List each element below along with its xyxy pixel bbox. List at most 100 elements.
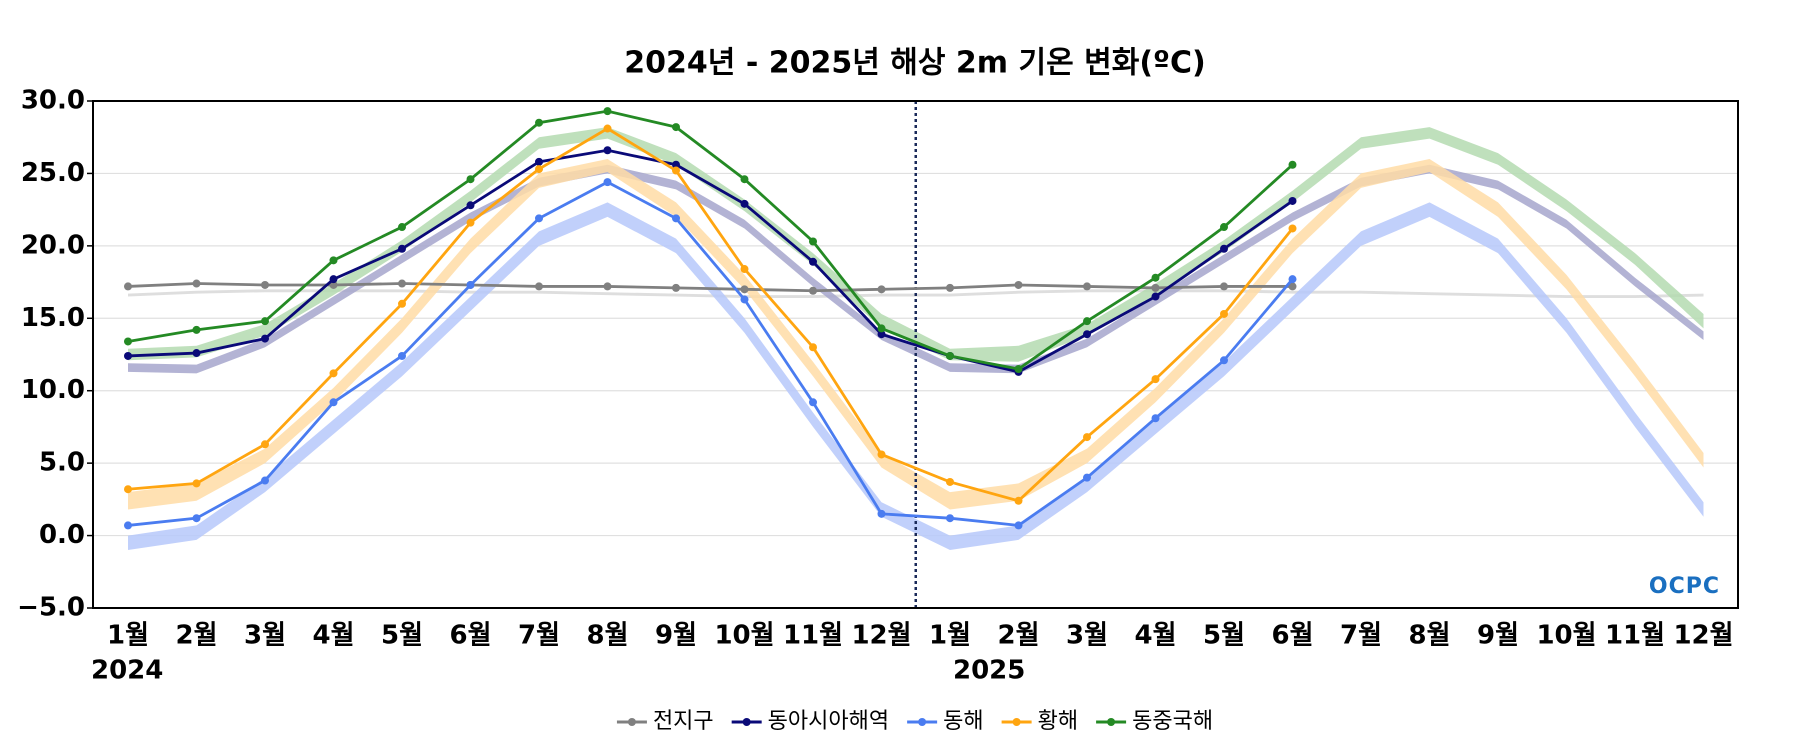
data-point	[329, 369, 338, 378]
data-point	[1288, 282, 1297, 291]
data-point	[946, 351, 954, 360]
data-point	[672, 283, 680, 292]
x-tick-label: 11월	[783, 621, 843, 651]
legend-label: 동중국해	[1132, 709, 1213, 734]
data-point	[740, 265, 749, 274]
data-point	[877, 324, 886, 333]
x-tick-label: 9월	[655, 621, 697, 651]
x-tick-label: 2월	[175, 621, 217, 651]
x-tick-label: 10월	[1536, 621, 1596, 651]
x-tick-label: 4월	[1134, 621, 1176, 651]
y-tick-label: 20.0	[21, 230, 85, 260]
data-point	[124, 282, 132, 291]
y-tick-label: 15.0	[21, 303, 85, 333]
data-point	[1220, 282, 1228, 291]
data-point	[1014, 521, 1023, 530]
y-tick-label: 0.0	[39, 520, 85, 550]
data-point	[329, 275, 338, 284]
data-point	[1288, 275, 1297, 284]
data-point	[1083, 317, 1091, 326]
data-point	[192, 349, 201, 358]
data-point	[535, 214, 543, 223]
data-point	[1220, 356, 1228, 365]
data-point	[329, 398, 338, 407]
data-point	[1288, 160, 1297, 169]
plot-frame	[92, 100, 1739, 609]
series-line	[127, 109, 1294, 371]
data-point	[398, 299, 406, 308]
data-point	[1151, 273, 1160, 282]
x-tick-label: 10월	[714, 621, 774, 651]
data-point	[466, 175, 475, 184]
data-point	[1288, 224, 1297, 233]
x-tick-label: 7월	[1340, 621, 1382, 651]
data-point	[1014, 496, 1023, 505]
data-point	[192, 514, 201, 523]
data-point	[124, 351, 132, 360]
data-point	[124, 521, 132, 530]
data-point	[877, 330, 886, 339]
data-point	[946, 514, 954, 523]
data-point	[398, 351, 406, 360]
data-point	[672, 160, 680, 169]
data-point	[466, 218, 475, 227]
climatology-band	[128, 127, 1704, 362]
logo: OCPC	[1649, 574, 1720, 599]
x-tick-label: 1월	[107, 621, 149, 651]
x-tick-label: 3월	[244, 621, 286, 651]
x-tick-label: 5월	[381, 621, 423, 651]
data-point	[535, 165, 543, 174]
series-line	[127, 148, 1294, 374]
y-tick-label: −5.0	[17, 593, 85, 623]
data-point	[877, 450, 886, 459]
legend-label: 동해	[943, 709, 983, 734]
x-tick-label: 12월	[1673, 621, 1733, 651]
data-point	[877, 285, 886, 294]
data-point	[124, 337, 132, 346]
data-point	[672, 123, 680, 132]
data-point	[261, 317, 269, 326]
data-point	[672, 166, 680, 175]
x-tick-label: 6월	[449, 621, 491, 651]
data-point	[672, 214, 680, 223]
data-point	[398, 244, 406, 253]
y-tick-label: 25.0	[21, 158, 85, 188]
data-point	[261, 334, 269, 343]
data-point	[946, 477, 954, 486]
data-point	[1151, 292, 1160, 301]
data-point	[809, 257, 817, 266]
legend-label: 황해	[1038, 709, 1078, 734]
legend-label: 전지구	[653, 709, 714, 734]
y-tick-label: 10.0	[21, 375, 85, 405]
data-point	[1151, 283, 1160, 292]
data-point	[809, 237, 817, 246]
data-point	[946, 283, 954, 292]
data-point	[535, 118, 543, 127]
data-point	[329, 280, 338, 289]
data-point	[1014, 364, 1023, 373]
data-point	[809, 286, 817, 295]
data-point	[1220, 244, 1228, 253]
data-point	[1083, 433, 1091, 442]
data-point	[603, 107, 612, 116]
x-tick-label: 12월	[851, 621, 911, 651]
data-point	[1083, 473, 1091, 482]
data-point	[1083, 282, 1091, 291]
data-point	[809, 398, 817, 407]
data-point	[192, 325, 201, 334]
data-point	[261, 476, 269, 485]
data-point	[603, 178, 612, 187]
x-tick-label: 4월	[312, 621, 354, 651]
x-tick-label: 9월	[1477, 621, 1519, 651]
year-label: 2025	[953, 656, 1025, 686]
legend-marker	[1012, 718, 1021, 726]
x-tick-label: 3월	[1066, 621, 1108, 651]
data-point	[1083, 330, 1091, 339]
data-point	[603, 282, 612, 291]
legend-label: 동아시아해역	[768, 709, 889, 734]
x-tick-label: 5월	[1203, 621, 1245, 651]
data-point	[877, 509, 886, 518]
legend: 전지구 동아시아해역 동해 황해 동중국해	[616, 709, 1213, 734]
data-point	[261, 440, 269, 449]
legend-marker	[742, 718, 751, 726]
